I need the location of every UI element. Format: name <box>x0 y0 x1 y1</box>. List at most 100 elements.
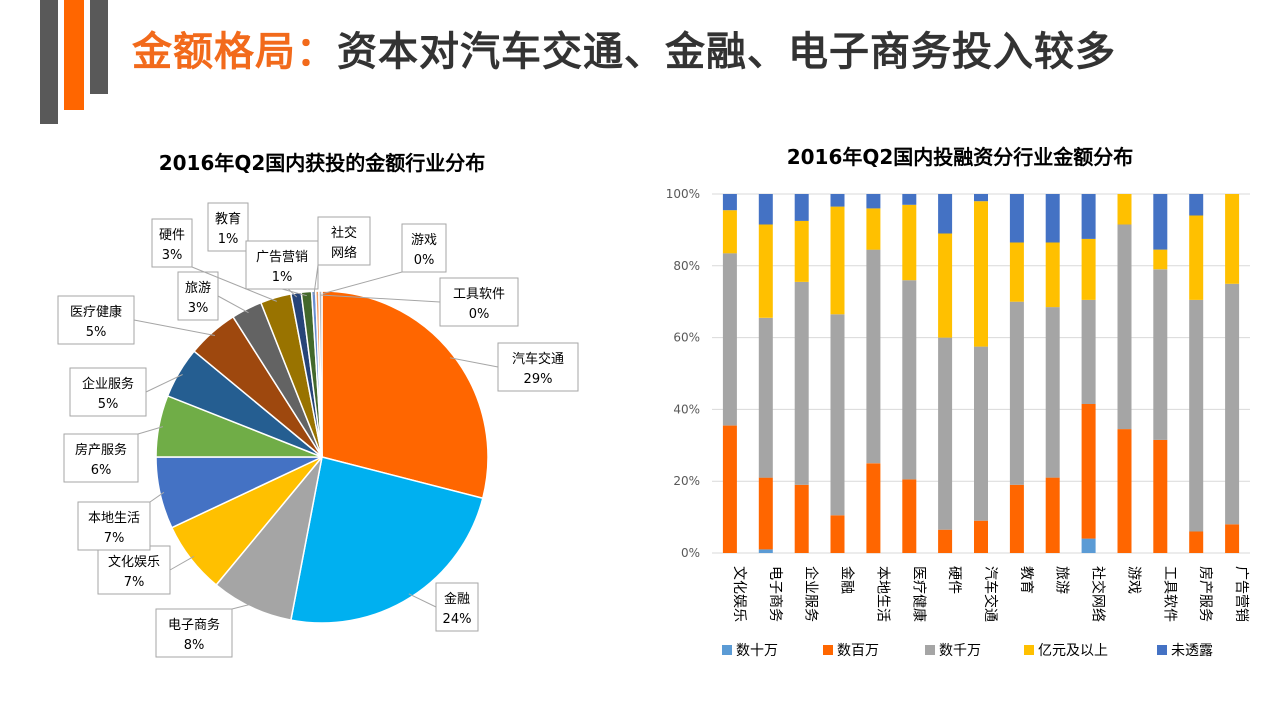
x-tick-label-11: 游戏 <box>1125 566 1141 594</box>
pie-label-box-2 <box>155 608 233 658</box>
bar-7-series-2 <box>974 346 988 521</box>
page-title: 金额格局：资本对汽车交通、金融、电子商务投入较多 <box>132 26 1116 78</box>
pie-label-12-line2: 网络 <box>331 245 357 261</box>
pie-pct-7: 5% <box>86 325 107 340</box>
pie-pct-11: 1% <box>272 270 293 285</box>
x-tick-label-1: 电子商务 <box>767 566 783 622</box>
x-tick-label-2: 企业服务 <box>803 566 820 622</box>
pie-pct-9: 3% <box>162 248 183 263</box>
pie-label-box-4 <box>77 501 151 551</box>
pie-label-7: 医疗健康 <box>70 304 122 320</box>
bar-0-series-2 <box>722 253 737 426</box>
legend-swatch-1 <box>823 645 833 655</box>
pie-leader-line-2 <box>231 603 254 610</box>
bar-1-series-3 <box>758 224 773 318</box>
pie-pct-6: 5% <box>98 397 119 412</box>
x-tick-label-12: 工具软件 <box>1161 566 1177 622</box>
bar-3-series-4 <box>830 194 845 207</box>
x-tick-label-3: 金融 <box>839 566 855 594</box>
bar-8-series-3 <box>1009 242 1024 302</box>
pie-pct-5: 6% <box>91 463 112 478</box>
bar-7-series-1 <box>974 520 988 553</box>
pie-label-box-0 <box>497 342 579 392</box>
bar-6-series-1 <box>938 529 953 553</box>
bar-4-series-4 <box>866 194 881 209</box>
pie-label-box-6 <box>69 367 147 417</box>
bar-5-series-4 <box>902 194 917 205</box>
page-title-rest: 资本对汽车交通、金融、电子商务投入较多 <box>337 29 1116 75</box>
pie-label-box-14 <box>439 277 519 327</box>
pie-slice-14 <box>318 290 323 458</box>
legend-label-2: 数千万 <box>939 643 981 659</box>
bar-0-series-4 <box>722 194 737 211</box>
pie-label-3: 文化娱乐 <box>108 555 160 570</box>
bar-10-series-4 <box>1081 194 1096 239</box>
bar-9-series-2 <box>1045 307 1060 478</box>
bar-6-series-2 <box>938 337 953 530</box>
pie-leader-line-12 <box>313 264 319 296</box>
pie-chart: 汽车交通 29% 金融 24% 电子商务 8% 文化娱乐 7% 本地生活 7% 房产服务 6% 企业服务… <box>57 202 579 658</box>
pie-label-box-12 <box>317 216 371 266</box>
bar-5-series-3 <box>902 204 917 281</box>
pie-chart-title: 2016年Q2国内获投的金额行业分布 <box>159 151 486 175</box>
legend-label-1: 数百万 <box>837 643 879 659</box>
bar-5-series-2 <box>902 280 917 480</box>
pie-label-9: 硬件 <box>159 228 185 243</box>
y-tick-3: 60% <box>673 331 700 345</box>
y-tick-5: 100% <box>666 187 700 201</box>
bar-3-series-2 <box>830 314 845 516</box>
pie-label-box-7 <box>57 295 135 345</box>
stacked-bar-chart: 0% 20% 40% 60% 80% 100% 文化娱乐 电子商务 企业服务 金融 本地生活 医疗健康… <box>666 187 1250 659</box>
bar-12-series-4 <box>1153 194 1168 250</box>
bar-7-series-3 <box>974 201 988 347</box>
pie-label-4: 本地生活 <box>88 511 140 526</box>
x-tick-label-0: 文化娱乐 <box>731 566 747 622</box>
pie-label-8: 旅游 <box>185 281 211 296</box>
bar-6-series-3 <box>938 233 953 338</box>
bar-10-series-0 <box>1081 538 1096 553</box>
bar-0-series-1 <box>722 425 737 553</box>
bar-3-series-3 <box>830 206 845 315</box>
pie-leader-line-3 <box>169 555 195 571</box>
legend-label-3: 亿元及以上 <box>1038 643 1108 659</box>
legend-swatch-4 <box>1157 645 1167 655</box>
pie-leader-line-8 <box>217 295 249 314</box>
bar-2-series-3 <box>794 220 809 282</box>
pie-label-box-9 <box>151 218 193 268</box>
bar-5-series-1 <box>902 479 917 553</box>
pie-leader-line-5 <box>137 426 164 435</box>
pie-label-5: 房产服务 <box>75 442 127 458</box>
pie-label-12: 社交 <box>331 225 357 241</box>
pie-label-box-13 <box>401 223 447 273</box>
bar-10-series-2 <box>1081 299 1096 404</box>
bar-9-series-4 <box>1045 194 1060 243</box>
bar-13-series-2 <box>1189 299 1204 532</box>
y-tick-0: 0% <box>681 546 700 560</box>
pie-leader-line-7 <box>133 319 215 336</box>
bar-14-series-3 <box>1225 194 1240 284</box>
legend-swatch-0 <box>722 645 732 655</box>
y-tick-2: 40% <box>673 402 700 416</box>
bar-7-series-4 <box>974 194 988 202</box>
pie-label-10: 教育 <box>215 211 241 227</box>
pie-pct-2: 8% <box>184 638 205 653</box>
pie-label-1: 金融 <box>444 591 470 607</box>
x-tick-label-10: 社交网络 <box>1090 566 1107 622</box>
pie-slice-0 <box>321 290 489 500</box>
decor-bar-orange <box>64 0 84 110</box>
decor-bar-dark-right <box>90 0 108 94</box>
bar-10-series-1 <box>1081 404 1096 539</box>
pie-label-box-1 <box>435 582 479 632</box>
bar-6-series-4 <box>938 194 953 234</box>
legend-swatch-3 <box>1024 645 1034 655</box>
pie-pct-1: 24% <box>443 612 472 627</box>
pie-label-14: 工具软件 <box>453 287 505 302</box>
pie-label-2: 电子商务 <box>168 617 220 633</box>
pie-leader-line-11 <box>281 288 307 297</box>
pie-label-box-5 <box>63 433 139 483</box>
x-tick-label-14: 广告营销 <box>1233 566 1249 622</box>
bar-13-series-4 <box>1189 194 1204 216</box>
x-tick-label-7: 汽车交通 <box>982 566 999 622</box>
pie-leader-line-0 <box>449 357 499 368</box>
bar-9-series-1 <box>1045 477 1060 553</box>
